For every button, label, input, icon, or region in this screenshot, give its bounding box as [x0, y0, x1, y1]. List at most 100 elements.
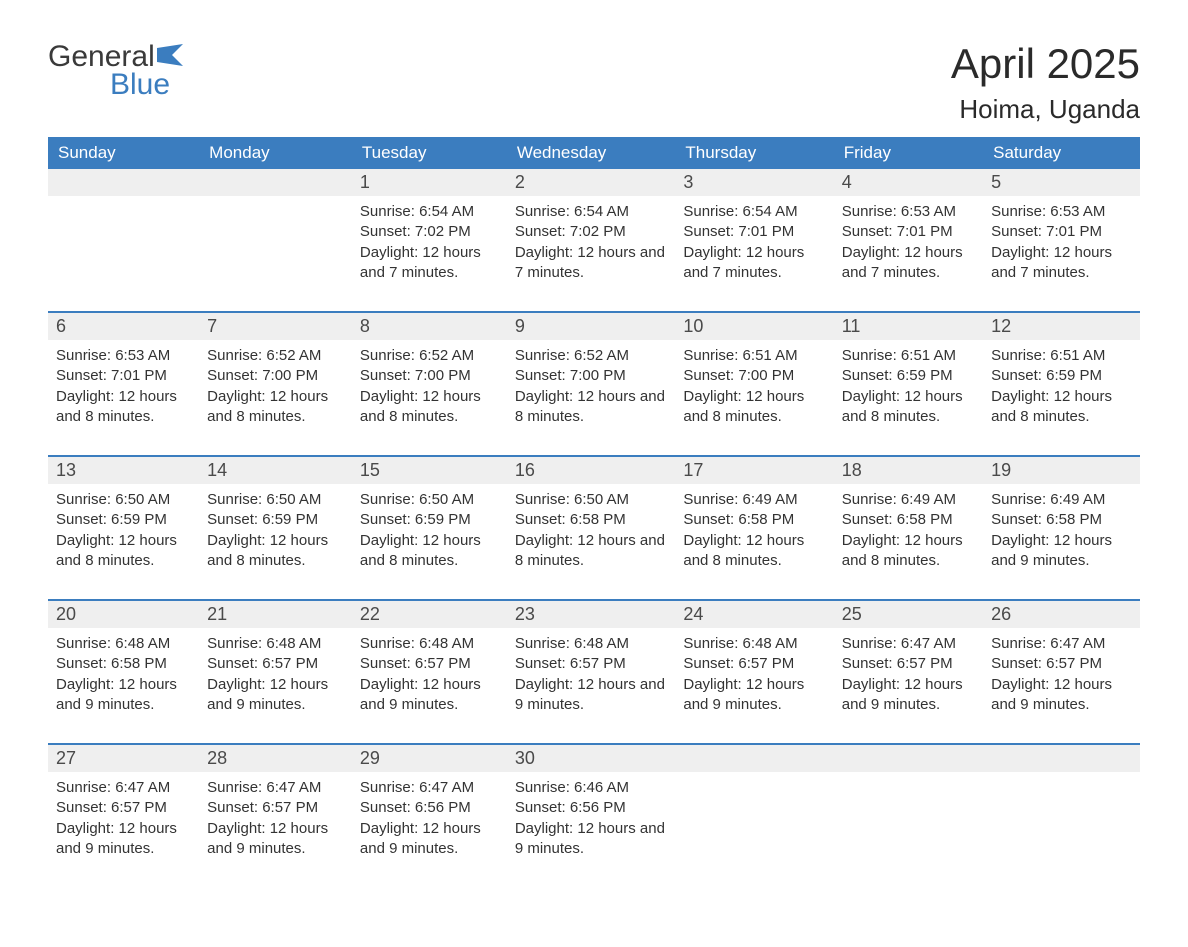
- day-header: Thursday: [675, 137, 833, 169]
- sunset-line: Sunset: 7:00 PM: [683, 366, 825, 386]
- sunset-line: Sunset: 6:59 PM: [991, 366, 1132, 386]
- day-number: 4: [834, 169, 983, 196]
- day-cell: [48, 196, 199, 312]
- day-number: [834, 745, 983, 772]
- sunrise-line: Sunrise: 6:46 AM: [515, 778, 668, 798]
- day-cell: Sunrise: 6:52 AMSunset: 7:00 PMDaylight:…: [507, 340, 676, 456]
- day-cell: Sunrise: 6:49 AMSunset: 6:58 PMDaylight:…: [983, 484, 1140, 600]
- day-header: Monday: [199, 137, 352, 169]
- sunset-line: Sunset: 6:58 PM: [991, 510, 1132, 530]
- day-number: 17: [675, 457, 833, 484]
- day-number: 9: [507, 313, 676, 340]
- sunset-line: Sunset: 6:59 PM: [360, 510, 499, 530]
- day-number: 16: [507, 457, 676, 484]
- day-number: [675, 745, 833, 772]
- day-cell: Sunrise: 6:52 AMSunset: 7:00 PMDaylight:…: [199, 340, 352, 456]
- day-cell: Sunrise: 6:50 AMSunset: 6:58 PMDaylight:…: [507, 484, 676, 600]
- day-cell: Sunrise: 6:47 AMSunset: 6:57 PMDaylight:…: [48, 772, 199, 887]
- daylight-line: Daylight: 12 hours and 8 minutes.: [842, 387, 975, 428]
- page-title: April 2025: [951, 40, 1140, 88]
- sunrise-line: Sunrise: 6:49 AM: [991, 490, 1132, 510]
- sunset-line: Sunset: 6:57 PM: [360, 654, 499, 674]
- sunrise-line: Sunrise: 6:50 AM: [207, 490, 344, 510]
- day-cell: [199, 196, 352, 312]
- day-number: 30: [507, 745, 676, 772]
- sunrise-line: Sunrise: 6:54 AM: [360, 202, 499, 222]
- day-cell: Sunrise: 6:47 AMSunset: 6:57 PMDaylight:…: [199, 772, 352, 887]
- daylight-line: Daylight: 12 hours and 7 minutes.: [991, 243, 1132, 284]
- sunset-line: Sunset: 7:02 PM: [360, 222, 499, 242]
- day-cell: Sunrise: 6:50 AMSunset: 6:59 PMDaylight:…: [199, 484, 352, 600]
- day-body-row: Sunrise: 6:54 AMSunset: 7:02 PMDaylight:…: [48, 196, 1140, 312]
- header: General Blue April 2025 Hoima, Uganda: [48, 40, 1140, 125]
- daylight-line: Daylight: 12 hours and 9 minutes.: [360, 675, 499, 716]
- day-number: 13: [48, 457, 199, 484]
- day-number: 11: [834, 313, 983, 340]
- sunset-line: Sunset: 6:57 PM: [842, 654, 975, 674]
- sunrise-line: Sunrise: 6:52 AM: [207, 346, 344, 366]
- sunrise-line: Sunrise: 6:48 AM: [360, 634, 499, 654]
- day-number: 8: [352, 313, 507, 340]
- day-number: 5: [983, 169, 1140, 196]
- daylight-line: Daylight: 12 hours and 8 minutes.: [515, 531, 668, 572]
- daylight-line: Daylight: 12 hours and 9 minutes.: [991, 675, 1132, 716]
- day-cell: Sunrise: 6:54 AMSunset: 7:01 PMDaylight:…: [675, 196, 833, 312]
- day-number: [199, 169, 352, 196]
- day-cell: Sunrise: 6:49 AMSunset: 6:58 PMDaylight:…: [834, 484, 983, 600]
- sunrise-line: Sunrise: 6:53 AM: [991, 202, 1132, 222]
- daylight-line: Daylight: 12 hours and 9 minutes.: [56, 675, 191, 716]
- sunset-line: Sunset: 7:01 PM: [991, 222, 1132, 242]
- daylight-line: Daylight: 12 hours and 7 minutes.: [683, 243, 825, 284]
- sunset-line: Sunset: 6:58 PM: [515, 510, 668, 530]
- daynum-row: 13141516171819: [48, 457, 1140, 484]
- daylight-line: Daylight: 12 hours and 7 minutes.: [515, 243, 668, 284]
- day-cell: [675, 772, 833, 887]
- sunrise-line: Sunrise: 6:52 AM: [515, 346, 668, 366]
- daylight-line: Daylight: 12 hours and 8 minutes.: [683, 531, 825, 572]
- day-number: 24: [675, 601, 833, 628]
- day-body-row: Sunrise: 6:50 AM Sunset: 6:59 PM Daylight:…: [48, 484, 1140, 600]
- title-block: April 2025 Hoima, Uganda: [951, 40, 1140, 125]
- day-number: 27: [48, 745, 199, 772]
- sunrise-line: Sunrise: 6:54 AM: [683, 202, 825, 222]
- daylight-line: Daylight: 12 hours and 9 minutes.: [991, 531, 1132, 572]
- sunrise-line: Sunrise: 6:50 AM: [515, 490, 668, 510]
- daynum-row: 20212223242526: [48, 601, 1140, 628]
- day-number: 22: [352, 601, 507, 628]
- day-cell: Sunrise: 6:51 AMSunset: 6:59 PMDaylight:…: [834, 340, 983, 456]
- daylight-line: Daylight: 12 hours and 9 minutes.: [515, 675, 668, 716]
- flag-icon: [157, 44, 183, 66]
- sunset-line: Sunset: 7:00 PM: [207, 366, 344, 386]
- day-number: 29: [352, 745, 507, 772]
- daylight-line: Daylight: 12 hours and 9 minutes.: [515, 819, 668, 860]
- day-body-row: Sunrise: 6:53 AMSunset: 7:01 PMDaylight:…: [48, 340, 1140, 456]
- sunset-line: Sunset: 7:00 PM: [360, 366, 499, 386]
- daylight-line: Daylight: 12 hours and 9 minutes.: [207, 675, 344, 716]
- day-header: Tuesday: [352, 137, 507, 169]
- sunset-line: Sunset: 6:57 PM: [991, 654, 1132, 674]
- day-number: 15: [352, 457, 507, 484]
- sunrise-line: Sunrise: 6:47 AM: [56, 778, 191, 798]
- daylight-line: Daylight: 12 hours and 9 minutes.: [360, 819, 499, 860]
- day-cell: Sunrise: 6:54 AMSunset: 7:02 PMDaylight:…: [352, 196, 507, 312]
- sunrise-line: Sunrise: 6:50 AM: [56, 490, 191, 510]
- day-cell: Sunrise: 6:48 AMSunset: 6:58 PMDaylight:…: [48, 628, 199, 744]
- day-number: 25: [834, 601, 983, 628]
- sunset-line: Sunset: 6:59 PM: [842, 366, 975, 386]
- day-cell: Sunrise: 6:51 AMSunset: 6:59 PMDaylight:…: [983, 340, 1140, 456]
- sunset-line: Sunset: 6:57 PM: [515, 654, 668, 674]
- daylight-line: Daylight: 12 hours and 9 minutes.: [683, 675, 825, 716]
- day-cell: Sunrise: 6:48 AMSunset: 6:57 PMDaylight:…: [199, 628, 352, 744]
- logo: General Blue: [48, 40, 183, 102]
- day-number: 26: [983, 601, 1140, 628]
- sunset-line: Sunset: 6:57 PM: [683, 654, 825, 674]
- daynum-row: 6789101112: [48, 313, 1140, 340]
- sunrise-line: Sunrise: 6:53 AM: [56, 346, 191, 366]
- day-header: Saturday: [983, 137, 1140, 169]
- sunset-line: Sunset: 6:56 PM: [360, 798, 499, 818]
- sunset-line: Sunset: 6:57 PM: [207, 654, 344, 674]
- daylight-line: Daylight: 12 hours and 8 minutes.: [360, 387, 499, 428]
- sunrise-line: Sunrise: 6:51 AM: [842, 346, 975, 366]
- day-cell: Sunrise: 6:50 AMSunset: 6:59 PMDaylight:…: [48, 484, 199, 600]
- daylight-line: Daylight: 12 hours and 9 minutes.: [207, 819, 344, 860]
